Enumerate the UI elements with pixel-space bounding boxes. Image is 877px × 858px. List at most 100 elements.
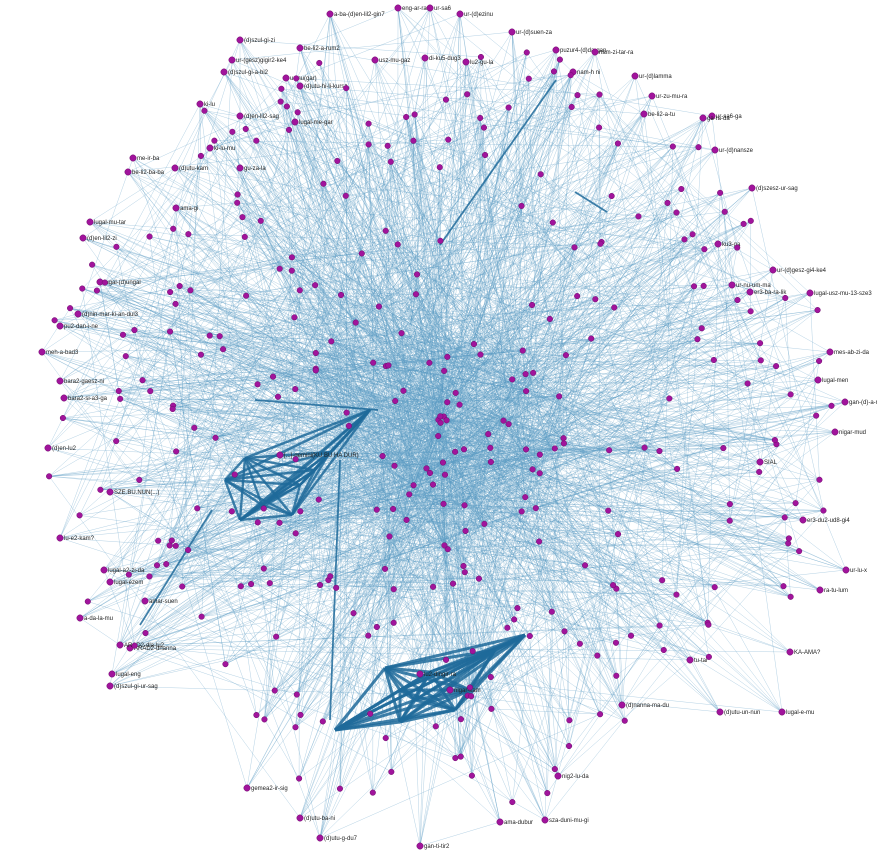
graph-node[interactable]: (d)utu-un-nun — [716, 708, 761, 716]
graph-node-unlabeled[interactable] — [721, 208, 728, 215]
graph-node-unlabeled[interactable] — [412, 291, 420, 298]
graph-node-unlabeled[interactable] — [627, 632, 635, 639]
node-dot[interactable] — [89, 261, 96, 268]
graph-node-unlabeled[interactable] — [253, 711, 260, 719]
node-dot[interactable] — [248, 580, 255, 588]
node-dot[interactable] — [196, 100, 204, 108]
graph-node-unlabeled[interactable] — [592, 296, 599, 303]
graph-node-unlabeled[interactable] — [274, 393, 282, 400]
graph-node-unlabeled[interactable] — [613, 672, 620, 679]
node-dot[interactable] — [442, 96, 449, 103]
node-dot[interactable] — [297, 711, 304, 718]
node-dot[interactable] — [728, 281, 736, 289]
graph-node-unlabeled[interactable] — [327, 573, 334, 580]
graph-node-unlabeled[interactable] — [690, 283, 698, 290]
node-dot[interactable] — [711, 584, 718, 591]
node-dot[interactable] — [781, 514, 788, 521]
graph-node-unlabeled[interactable] — [167, 288, 174, 296]
graph-node-unlabeled[interactable] — [487, 673, 494, 681]
graph-node-unlabeled[interactable] — [319, 718, 326, 725]
graph-node-unlabeled[interactable] — [278, 85, 285, 92]
graph-node-unlabeled[interactable] — [392, 397, 399, 405]
node-dot[interactable] — [79, 285, 86, 292]
graph-node-unlabeled[interactable] — [664, 199, 671, 206]
node-dot[interactable] — [51, 317, 58, 324]
graph-node-unlabeled[interactable] — [79, 285, 86, 292]
graph-node[interactable]: ur-lu-x — [842, 566, 867, 574]
node-dot[interactable] — [596, 91, 603, 98]
graph-node-unlabeled[interactable] — [93, 287, 100, 294]
node-dot[interactable] — [283, 103, 290, 110]
node-dot[interactable] — [394, 4, 402, 12]
node-dot[interactable] — [546, 315, 553, 323]
node-dot[interactable] — [76, 614, 84, 622]
graph-node-unlabeled[interactable] — [266, 580, 273, 587]
graph-node[interactable]: sza-duni-mu-gi — [541, 816, 589, 824]
node-dot[interactable] — [426, 469, 434, 477]
node-dot[interactable] — [552, 46, 560, 54]
graph-node[interactable]: nigar-kam — [446, 686, 481, 694]
node-dot[interactable] — [541, 816, 549, 824]
node-dot[interactable] — [504, 624, 511, 631]
node-dot[interactable] — [551, 766, 558, 773]
node-dot[interactable] — [466, 684, 473, 691]
graph-node-unlabeled[interactable] — [551, 766, 558, 773]
node-dot[interactable] — [605, 507, 612, 514]
graph-node-unlabeled[interactable] — [229, 128, 236, 135]
graph-node-unlabeled[interactable] — [437, 237, 444, 244]
graph-node[interactable]: (d)utu-hi-li-kursz — [296, 82, 348, 90]
node-dot[interactable] — [714, 240, 722, 248]
graph-node-unlabeled[interactable] — [197, 351, 204, 358]
graph-node-unlabeled[interactable] — [528, 301, 536, 309]
node-dot[interactable] — [296, 82, 304, 90]
node-dot[interactable] — [292, 530, 299, 537]
graph-node-unlabeled[interactable] — [441, 471, 449, 478]
node-dot[interactable] — [171, 164, 179, 172]
graph-node-unlabeled[interactable] — [466, 684, 473, 691]
node-dot[interactable] — [320, 180, 327, 187]
graph-node-unlabeled[interactable] — [437, 413, 444, 420]
node-dot[interactable] — [592, 296, 599, 303]
node-dot[interactable] — [234, 199, 241, 206]
graph-node-unlabeled[interactable] — [681, 236, 688, 243]
graph-node-unlabeled[interactable] — [666, 395, 673, 402]
node-dot[interactable] — [316, 59, 323, 67]
node-dot[interactable] — [291, 314, 298, 321]
graph-node-unlabeled[interactable] — [271, 687, 278, 694]
graph-node-unlabeled[interactable] — [518, 202, 525, 209]
node-dot[interactable] — [46, 473, 53, 480]
graph-node-unlabeled[interactable] — [423, 465, 430, 472]
node-dot[interactable] — [740, 220, 747, 227]
graph-node-unlabeled[interactable] — [457, 716, 465, 723]
node-dot[interactable] — [437, 237, 444, 244]
graph-node-unlabeled[interactable] — [582, 562, 589, 569]
node-dot[interactable] — [681, 236, 688, 243]
graph-node[interactable]: ku3-ga — [714, 240, 741, 248]
graph-node[interactable]: lugal-eng — [108, 670, 141, 678]
node-dot[interactable] — [618, 701, 626, 709]
node-dot[interactable] — [690, 283, 698, 290]
node-dot[interactable] — [669, 143, 676, 150]
node-dot[interactable] — [296, 814, 304, 822]
node-dot[interactable] — [816, 357, 823, 365]
graph-node-unlabeled[interactable] — [482, 151, 489, 159]
node-dot[interactable] — [365, 632, 372, 639]
node-dot[interactable] — [185, 546, 192, 554]
graph-node-unlabeled[interactable] — [525, 75, 532, 82]
graph-node-unlabeled[interactable] — [288, 267, 295, 274]
node-dot[interactable] — [172, 204, 180, 212]
node-dot[interactable] — [236, 112, 244, 120]
node-dot[interactable] — [597, 711, 604, 718]
node-dot[interactable] — [239, 214, 246, 221]
graph-node-unlabeled[interactable] — [373, 623, 380, 631]
graph-node-unlabeled[interactable] — [410, 137, 417, 144]
node-dot[interactable] — [194, 505, 201, 512]
graph-node-unlabeled[interactable] — [443, 656, 450, 663]
graph-node[interactable]: nam-h ni — [569, 68, 601, 76]
node-dot[interactable] — [168, 537, 175, 544]
node-dot[interactable] — [390, 505, 397, 513]
graph-node-unlabeled[interactable] — [757, 357, 764, 364]
graph-node-unlabeled[interactable] — [588, 335, 595, 342]
graph-node-unlabeled[interactable] — [536, 538, 543, 545]
node-dot[interactable] — [421, 54, 429, 62]
